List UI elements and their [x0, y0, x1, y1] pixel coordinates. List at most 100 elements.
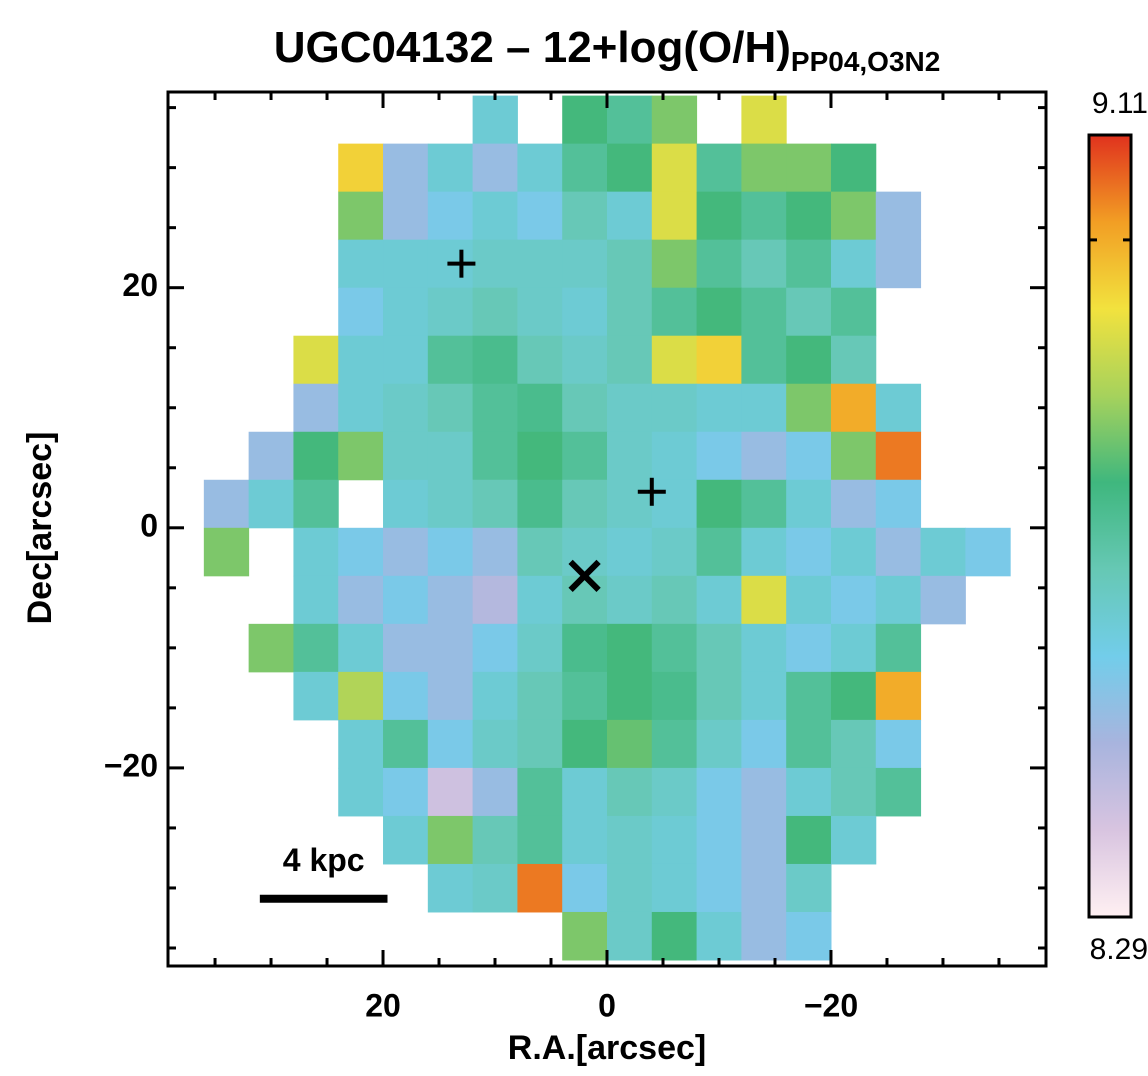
map-cell	[338, 383, 384, 433]
map-cell	[786, 527, 832, 577]
map-cell	[472, 191, 518, 241]
map-cell	[472, 863, 518, 913]
map-cell	[830, 143, 877, 193]
map-cell	[830, 527, 877, 577]
map-cell	[383, 815, 429, 865]
map-cell	[696, 527, 742, 577]
map-cell	[472, 431, 518, 481]
map-cell	[517, 575, 563, 625]
map-cell	[383, 239, 429, 289]
map-cell	[607, 863, 653, 913]
colorbar-max-label: 9.11	[1092, 87, 1148, 120]
map-cell	[562, 335, 608, 385]
map-cell	[562, 287, 608, 337]
map-cell	[427, 431, 474, 481]
map-cell	[741, 95, 787, 145]
map-cell	[562, 191, 608, 241]
map-cell	[562, 575, 608, 625]
map-cell	[696, 239, 742, 289]
map-cell	[562, 623, 608, 673]
map-cell	[696, 143, 742, 193]
map-cell	[786, 575, 832, 625]
map-cell	[696, 191, 742, 241]
map-cell	[607, 431, 653, 481]
map-cell	[607, 575, 653, 625]
map-cell	[562, 719, 608, 769]
map-cell	[562, 143, 608, 193]
map-cell	[651, 623, 698, 673]
map-cell	[830, 335, 877, 385]
map-cell	[472, 671, 518, 721]
map-cell	[293, 671, 339, 721]
map-cell	[472, 239, 518, 289]
map-cell	[517, 671, 563, 721]
map-cell	[741, 575, 787, 625]
map-cell	[786, 623, 832, 673]
map-cell	[517, 335, 563, 385]
map-cell	[517, 767, 563, 817]
map-cell	[517, 479, 563, 529]
map-cell	[830, 239, 877, 289]
map-cell	[651, 143, 698, 193]
map-cell	[741, 911, 787, 961]
map-cell	[383, 623, 429, 673]
map-cell	[383, 431, 429, 481]
map-cell	[786, 287, 832, 337]
map-cell	[741, 287, 787, 337]
map-cell	[875, 239, 922, 289]
map-cell	[607, 95, 653, 145]
map-cell	[517, 383, 563, 433]
map-cell	[427, 671, 474, 721]
map-cell	[517, 863, 563, 913]
y-tick-label: 0	[140, 507, 158, 543]
map-cell	[875, 575, 922, 625]
map-cell	[875, 383, 922, 433]
map-cell	[786, 383, 832, 433]
map-cell	[562, 815, 608, 865]
map-cell	[696, 671, 742, 721]
map-cell	[607, 815, 653, 865]
x-axis-label: R.A.[arcsec]	[508, 1029, 706, 1067]
map-cell	[830, 431, 877, 481]
map-cell	[741, 671, 787, 721]
map-cell	[741, 335, 787, 385]
map-cell	[338, 335, 384, 385]
map-cell	[875, 479, 922, 529]
map-cell	[562, 95, 608, 145]
map-cell	[517, 719, 563, 769]
map-cell	[786, 431, 832, 481]
map-cell	[427, 287, 474, 337]
map-cell	[248, 431, 294, 481]
map-cell	[696, 863, 742, 913]
map-cell	[383, 479, 429, 529]
map-cell	[293, 527, 339, 577]
map-cell	[696, 815, 742, 865]
map-cell	[786, 239, 832, 289]
map	[203, 95, 1011, 961]
map-cell	[293, 335, 339, 385]
map-cell	[562, 383, 608, 433]
map-cell	[203, 527, 250, 577]
map-cell	[338, 575, 384, 625]
map-cell	[830, 383, 877, 433]
map-cell	[427, 623, 474, 673]
map-cell	[696, 719, 742, 769]
scale-bar-label: 4 kpc	[283, 842, 365, 878]
title-subscript: PP04,O3N2	[791, 46, 940, 77]
map-cell	[517, 527, 563, 577]
map-cell	[696, 623, 742, 673]
map-cell	[786, 911, 832, 961]
map-cell	[427, 143, 474, 193]
map-cell	[517, 191, 563, 241]
map-cell	[830, 815, 877, 865]
map-cell	[607, 383, 653, 433]
map-cell	[607, 719, 653, 769]
chart-title: UGC04132 – 12+log(O/H)PP04,O3N2	[274, 23, 941, 78]
map-cell	[741, 431, 787, 481]
map-cell	[830, 479, 877, 529]
map-cell	[920, 527, 966, 577]
x-tick-label: −20	[804, 987, 858, 1023]
map-cell	[607, 671, 653, 721]
map-cell	[472, 95, 518, 145]
